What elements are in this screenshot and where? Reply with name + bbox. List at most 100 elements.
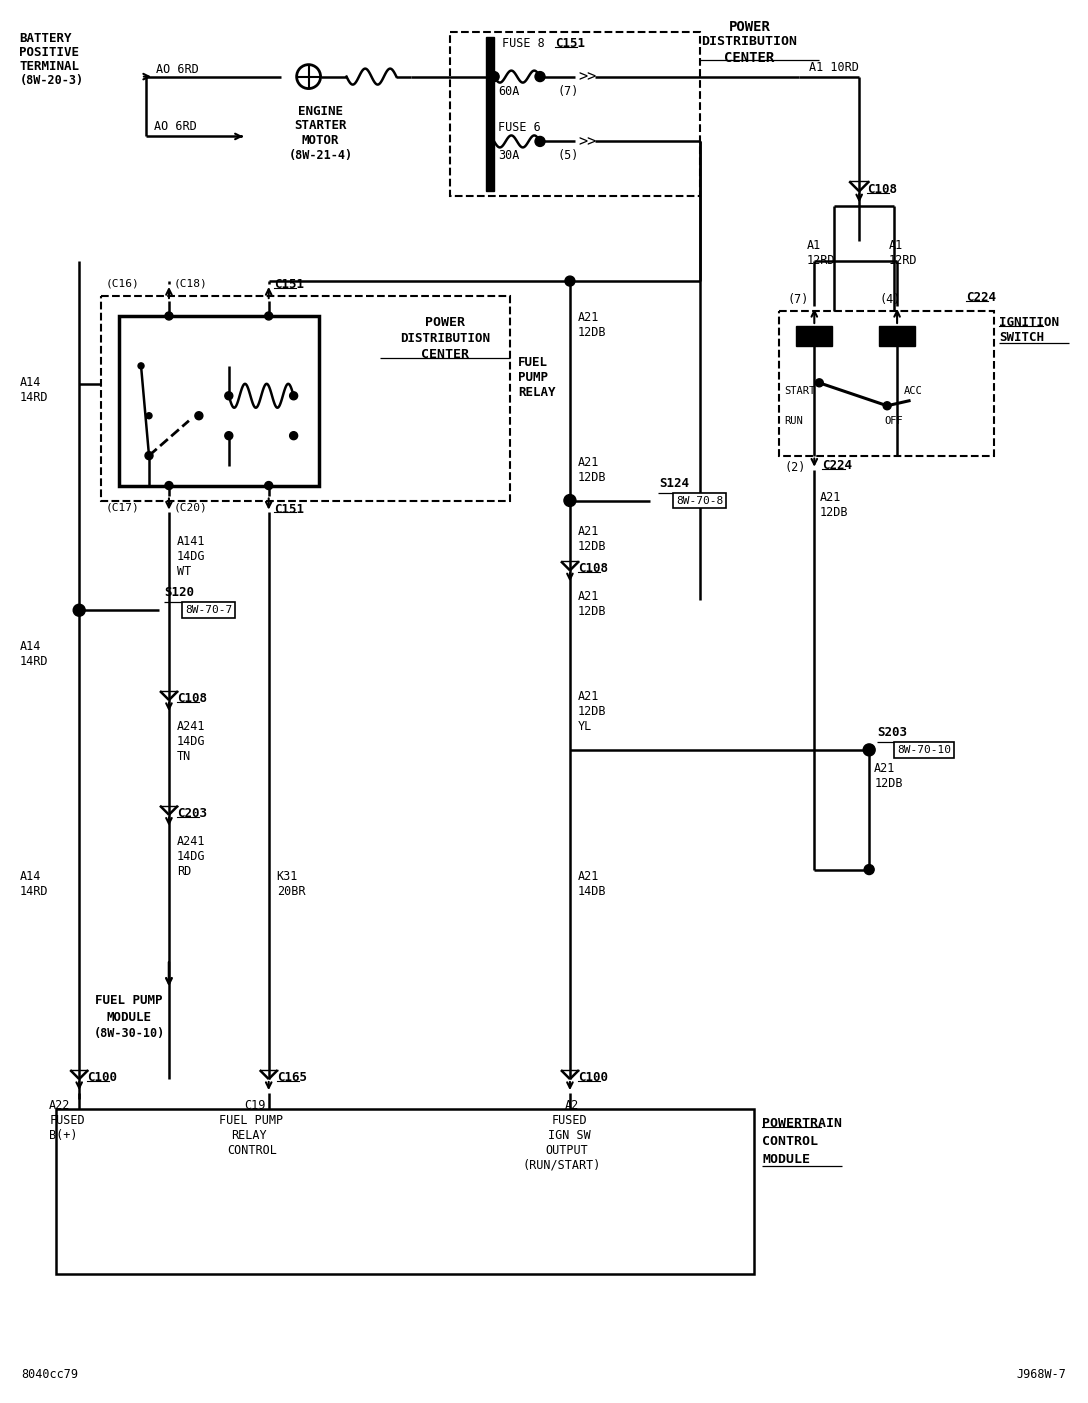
Text: 14DG: 14DG — [177, 735, 206, 748]
Text: A14: A14 — [20, 376, 40, 389]
Text: C224: C224 — [823, 459, 852, 471]
Circle shape — [138, 363, 144, 369]
Text: 12DB: 12DB — [578, 325, 606, 340]
Text: 14DG: 14DG — [177, 850, 206, 863]
Text: S120: S120 — [164, 586, 194, 599]
Text: POWERTRAIN: POWERTRAIN — [763, 1117, 842, 1129]
Bar — [119, 316, 319, 485]
Text: 8040cc79: 8040cc79 — [22, 1368, 78, 1382]
Text: A2: A2 — [565, 1099, 579, 1113]
Text: A14: A14 — [20, 640, 40, 654]
Text: (7): (7) — [558, 84, 579, 98]
Text: STARTER: STARTER — [295, 119, 347, 132]
Text: (7): (7) — [788, 293, 808, 306]
Text: 14DG: 14DG — [177, 550, 206, 564]
Text: WT: WT — [177, 565, 191, 578]
Text: 14RD: 14RD — [20, 655, 48, 668]
Text: S124: S124 — [659, 477, 690, 490]
Text: A21: A21 — [578, 690, 599, 703]
Text: CONTROL: CONTROL — [226, 1143, 276, 1157]
Text: (RUN/START): (RUN/START) — [522, 1159, 601, 1172]
Text: C100: C100 — [578, 1070, 608, 1085]
Circle shape — [490, 72, 499, 81]
Text: ACC: ACC — [904, 386, 923, 396]
Text: 12DB: 12DB — [578, 470, 606, 484]
Text: (C16): (C16) — [107, 278, 140, 288]
Text: TN: TN — [177, 749, 191, 763]
Text: 12DB: 12DB — [578, 605, 606, 619]
Text: A21: A21 — [874, 762, 895, 774]
Text: A21: A21 — [578, 311, 599, 324]
Text: OFF: OFF — [885, 415, 903, 425]
Text: CONTROL: CONTROL — [763, 1135, 818, 1148]
Text: PUMP: PUMP — [518, 370, 548, 384]
Polygon shape — [879, 325, 915, 347]
Text: 14RD: 14RD — [20, 391, 48, 404]
Text: MOTOR: MOTOR — [301, 135, 339, 147]
Text: B(+): B(+) — [49, 1129, 77, 1142]
Text: A141: A141 — [177, 536, 206, 549]
Text: K31: K31 — [276, 870, 298, 882]
Text: 30A: 30A — [498, 149, 519, 163]
Text: 60A: 60A — [498, 84, 519, 98]
Circle shape — [165, 311, 173, 320]
Text: A21: A21 — [578, 870, 599, 882]
Text: SWITCH: SWITCH — [999, 331, 1043, 344]
Text: OUTPUT: OUTPUT — [545, 1143, 588, 1157]
Text: (C18): (C18) — [174, 278, 208, 288]
Text: C100: C100 — [87, 1070, 118, 1085]
Circle shape — [564, 494, 576, 506]
Text: 20BR: 20BR — [276, 884, 306, 898]
Circle shape — [289, 432, 298, 439]
Text: C151: C151 — [274, 278, 304, 290]
Circle shape — [289, 391, 298, 400]
Text: 8W-70-10: 8W-70-10 — [897, 745, 951, 755]
Bar — [779, 311, 993, 456]
Circle shape — [863, 744, 875, 756]
Polygon shape — [486, 36, 494, 191]
Text: RUN: RUN — [784, 415, 803, 425]
Text: 14DB: 14DB — [578, 884, 606, 898]
Text: FUSE 8: FUSE 8 — [502, 36, 545, 49]
Text: IGN SW: IGN SW — [548, 1129, 591, 1142]
Circle shape — [535, 72, 545, 81]
Text: C19: C19 — [244, 1099, 265, 1113]
Text: (8W-21-4): (8W-21-4) — [288, 149, 353, 163]
Text: S203: S203 — [877, 725, 907, 739]
Text: (C17): (C17) — [107, 502, 140, 512]
Text: 8W-70-7: 8W-70-7 — [185, 605, 233, 616]
Text: A1: A1 — [806, 239, 820, 253]
Circle shape — [225, 391, 233, 400]
Text: (8W-20-3): (8W-20-3) — [20, 73, 84, 87]
Text: BATTERY: BATTERY — [20, 32, 72, 45]
Circle shape — [264, 481, 273, 490]
Text: IGNITION: IGNITION — [999, 316, 1059, 328]
Text: C108: C108 — [578, 563, 608, 575]
Text: FUSED: FUSED — [49, 1114, 85, 1127]
Text: YL: YL — [578, 720, 592, 732]
Text: FUEL: FUEL — [518, 356, 548, 369]
Text: START: START — [784, 386, 816, 396]
Text: FUEL PUMP: FUEL PUMP — [96, 995, 163, 1007]
Text: A21: A21 — [578, 526, 599, 539]
Text: A1: A1 — [889, 239, 903, 253]
Text: J968W-7: J968W-7 — [1017, 1368, 1066, 1382]
Text: AO 6RD: AO 6RD — [156, 63, 199, 76]
Text: CENTER: CENTER — [421, 348, 469, 361]
Circle shape — [225, 432, 233, 439]
Bar — [57, 1108, 754, 1274]
Circle shape — [864, 864, 874, 874]
Text: (2): (2) — [784, 460, 806, 474]
Circle shape — [145, 452, 153, 460]
Text: POSITIVE: POSITIVE — [20, 46, 79, 59]
Text: >>: >> — [578, 69, 596, 84]
Text: C165: C165 — [276, 1070, 307, 1085]
Circle shape — [73, 605, 85, 616]
Text: 12RD: 12RD — [806, 254, 834, 267]
Text: 12DB: 12DB — [874, 777, 903, 790]
Text: (4): (4) — [879, 293, 901, 306]
Polygon shape — [796, 325, 832, 347]
Text: A21: A21 — [819, 491, 841, 504]
Circle shape — [264, 311, 273, 320]
Bar — [450, 32, 700, 196]
